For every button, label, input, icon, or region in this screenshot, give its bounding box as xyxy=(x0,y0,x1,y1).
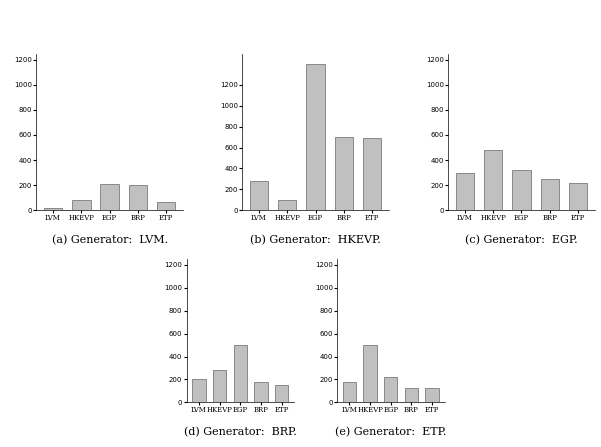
Bar xyxy=(234,345,247,402)
Bar xyxy=(426,388,439,402)
Bar xyxy=(307,64,325,210)
Bar xyxy=(72,200,91,210)
Bar xyxy=(512,170,531,210)
Bar xyxy=(335,137,353,210)
Bar xyxy=(254,382,267,402)
Text: (c) Generator:  EGP.: (c) Generator: EGP. xyxy=(465,235,578,245)
Bar xyxy=(44,208,63,210)
Bar xyxy=(278,200,296,210)
Bar xyxy=(404,388,418,402)
Bar xyxy=(343,382,356,402)
Text: (e) Generator:  ETP.: (e) Generator: ETP. xyxy=(335,427,447,437)
Bar xyxy=(363,138,381,210)
Bar xyxy=(213,370,227,402)
Text: (d) Generator:  BRP.: (d) Generator: BRP. xyxy=(184,427,297,437)
Bar xyxy=(540,179,559,210)
Bar xyxy=(275,385,288,402)
Bar xyxy=(484,150,502,210)
Text: (b) Generator:  HKEVP.: (b) Generator: HKEVP. xyxy=(250,235,381,245)
Bar xyxy=(129,185,147,210)
Bar xyxy=(100,184,119,210)
Text: (a) Generator:  LVM.: (a) Generator: LVM. xyxy=(52,235,168,245)
Bar xyxy=(384,376,397,402)
Bar xyxy=(250,181,268,210)
Bar xyxy=(157,202,175,210)
Bar xyxy=(192,380,206,402)
Bar xyxy=(569,182,587,210)
Bar xyxy=(456,173,474,210)
Bar xyxy=(364,345,377,402)
